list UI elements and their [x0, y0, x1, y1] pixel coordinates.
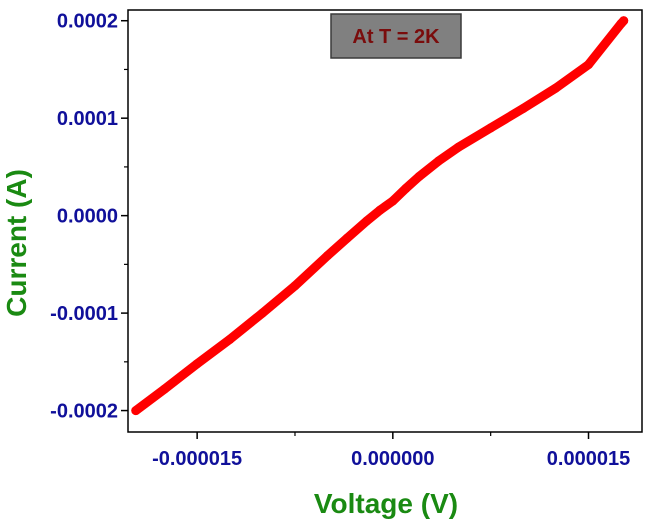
y-tick-label: 0.0002: [57, 11, 118, 33]
data-point: [551, 83, 561, 93]
annotation-text: At T = 2K: [352, 26, 440, 48]
series-line: [131, 16, 629, 416]
ticks: 0.0002 0.0001 0.0000 -0.0001 -0.0002 -0.00001…: [50, 11, 630, 470]
data-point: [131, 406, 141, 416]
data-point: [486, 123, 496, 133]
data-point: [518, 103, 528, 113]
series-layer: [131, 16, 629, 416]
data-point: [375, 205, 385, 215]
data-point: [192, 359, 202, 369]
data-point: [401, 183, 411, 193]
x-tick-label: 0.000015: [547, 448, 630, 470]
data-point: [584, 60, 593, 70]
x-tick-label: 0.000000: [351, 448, 434, 470]
data-point: [619, 16, 629, 26]
data-point: [225, 334, 235, 344]
data-point: [434, 156, 443, 166]
y-tick-label: -0.0002: [50, 401, 118, 423]
y-tick-label: 0.0000: [57, 206, 118, 228]
annotation-box: At T = 2K: [330, 13, 462, 59]
data-point: [388, 196, 398, 206]
y-tick-label: 0.0001: [57, 108, 118, 130]
data-point: [290, 281, 300, 291]
data-point: [257, 308, 267, 318]
data-point: [323, 251, 333, 261]
data-point: [160, 384, 169, 394]
y-axis-title: Current (A): [1, 169, 32, 317]
x-axis-title: Voltage (V): [314, 488, 458, 519]
data-point: [453, 142, 463, 152]
data-point: [342, 233, 352, 243]
data-point: [362, 216, 372, 226]
y-tick-label: -0.0001: [50, 303, 118, 325]
plot-frame: [127, 9, 643, 433]
data-point: [414, 172, 424, 182]
x-tick-label: -0.000015: [152, 448, 242, 470]
